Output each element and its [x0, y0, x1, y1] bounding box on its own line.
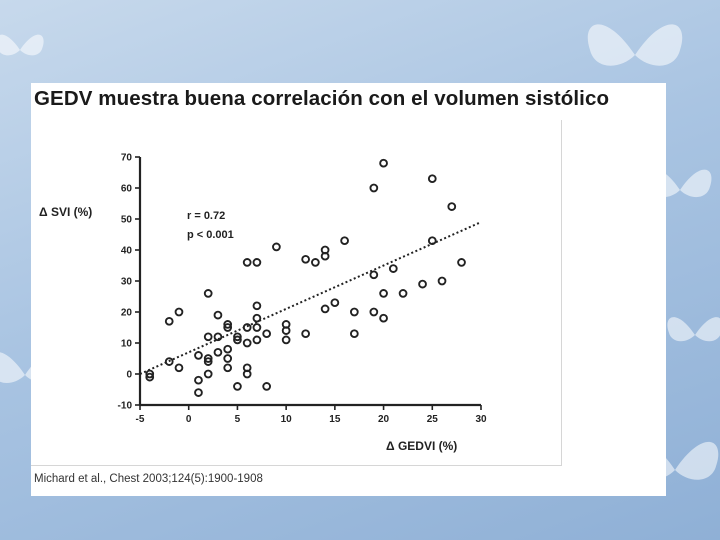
data-point [457, 258, 466, 267]
data-point [427, 174, 437, 184]
y-tick-label: 0 [126, 370, 132, 381]
data-point [223, 344, 233, 354]
data-point [194, 388, 203, 397]
x-axis-label: Δ GEDVI (%) [386, 439, 457, 453]
data-point [223, 320, 233, 329]
x-tick-label: 20 [378, 414, 390, 425]
data-point [194, 351, 203, 360]
correlation-annotation: r = 0.72 [187, 210, 225, 222]
data-point [320, 304, 330, 314]
data-point [369, 270, 379, 280]
trend-line [139, 221, 482, 375]
y-tick-label: 40 [121, 246, 133, 257]
data-point [311, 258, 320, 267]
butterfly-decoration [0, 34, 44, 56]
data-point [145, 369, 155, 379]
data-point [369, 183, 379, 193]
data-point [223, 323, 233, 332]
x-tick-label: -5 [136, 414, 145, 425]
pvalue-annotation: p < 0.001 [187, 229, 234, 241]
y-tick-label: 70 [121, 153, 133, 164]
x-tick-label: 10 [281, 414, 293, 425]
x-tick-label: 25 [427, 414, 439, 425]
data-point [203, 354, 213, 363]
data-point [379, 289, 388, 298]
data-point [242, 258, 252, 267]
data-point [174, 363, 184, 373]
data-point [262, 382, 272, 391]
data-point [242, 338, 252, 348]
data-point [164, 316, 174, 326]
y-tick-label: 10 [121, 339, 133, 350]
data-point [427, 236, 437, 246]
data-point [252, 313, 262, 323]
y-tick-label: 30 [121, 277, 133, 288]
data-point [252, 301, 262, 311]
data-point [349, 307, 359, 317]
data-points [145, 158, 466, 397]
data-point [174, 307, 184, 317]
data-point [388, 264, 398, 273]
x-tick-label: 0 [186, 414, 192, 425]
data-point [242, 369, 252, 379]
scatter-chart: -10 0 10 20 30 40 50 60 70 -5 0 5 10 15 20 25 30 Δ SVI (… [39, 153, 487, 454]
x-tick-label: 15 [329, 414, 341, 425]
data-point [252, 258, 262, 267]
y-tick-label: 50 [121, 215, 133, 226]
data-point [194, 375, 203, 385]
data-point [213, 347, 223, 357]
slide-title: GEDV muestra buena correlación con el vo… [34, 87, 610, 110]
data-point [418, 279, 427, 289]
y-tick-label: 20 [121, 308, 133, 319]
data-point [281, 335, 291, 345]
data-point [320, 251, 330, 261]
data-point [213, 310, 223, 320]
slide-content: GEDV muestra buena correlación con el vo… [31, 83, 666, 496]
chart-ticks: -10 0 10 20 30 40 50 60 70 -5 0 5 10 15 20 25 30 [118, 153, 487, 426]
data-point [379, 158, 388, 168]
data-point [223, 354, 233, 363]
x-tick-label: 30 [475, 414, 487, 425]
butterfly-decoration [667, 317, 720, 342]
data-point [203, 332, 213, 342]
data-point [447, 202, 457, 211]
data-point [301, 254, 310, 264]
y-tick-label: -10 [118, 401, 133, 412]
data-point [233, 335, 242, 345]
data-point [330, 298, 340, 308]
data-point [281, 326, 291, 335]
data-point [262, 329, 272, 339]
butterfly-decoration [587, 24, 683, 66]
x-tick-label: 5 [235, 414, 241, 425]
data-point [233, 332, 242, 342]
data-point [203, 357, 213, 366]
data-point [301, 329, 310, 339]
data-point [369, 307, 379, 317]
y-tick-label: 60 [121, 184, 133, 195]
data-point [398, 289, 408, 298]
data-point [252, 335, 262, 345]
data-point [233, 382, 242, 391]
chart-panel: -10 0 10 20 30 40 50 60 70 -5 0 5 10 15 20 25 30 Δ SVI (… [31, 120, 562, 466]
data-point [272, 242, 281, 252]
data-point [242, 323, 252, 332]
data-point [213, 332, 223, 342]
data-point [379, 313, 388, 323]
data-point [145, 372, 155, 382]
y-axis-label: Δ SVI (%) [39, 205, 92, 219]
data-point [203, 369, 213, 379]
data-point [437, 276, 447, 286]
data-point [252, 323, 262, 332]
chart-axes [138, 157, 481, 407]
data-point [349, 329, 359, 339]
data-point [223, 363, 233, 373]
data-point [340, 236, 349, 246]
data-point [203, 289, 213, 298]
citation: Michard et al., Chest 2003;124(5):1900-1… [34, 473, 263, 485]
data-point [164, 357, 174, 366]
